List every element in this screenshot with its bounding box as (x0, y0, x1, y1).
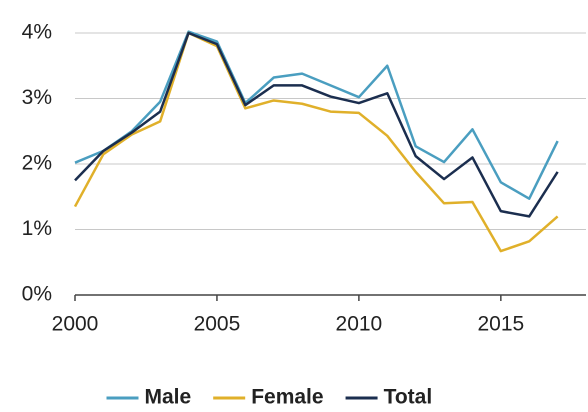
x-tick-label: 2015 (477, 313, 524, 336)
y-tick-label: 3% (22, 86, 52, 109)
line-series (74, 30, 559, 200)
legend-label: Female (251, 386, 323, 409)
line-series (74, 31, 559, 218)
y-tick-label: 2% (22, 152, 52, 175)
x-tick-label: 2000 (52, 313, 99, 336)
line-series (73, 31, 559, 253)
legend-label: Total (384, 386, 433, 409)
y-tick-label: 1% (22, 217, 52, 240)
y-tick-label: 4% (22, 21, 52, 44)
legend-label: Male (145, 386, 192, 409)
x-tick-label: 2005 (194, 313, 241, 336)
y-tick-label: 0% (22, 283, 52, 306)
x-tick-label: 2010 (336, 313, 383, 336)
